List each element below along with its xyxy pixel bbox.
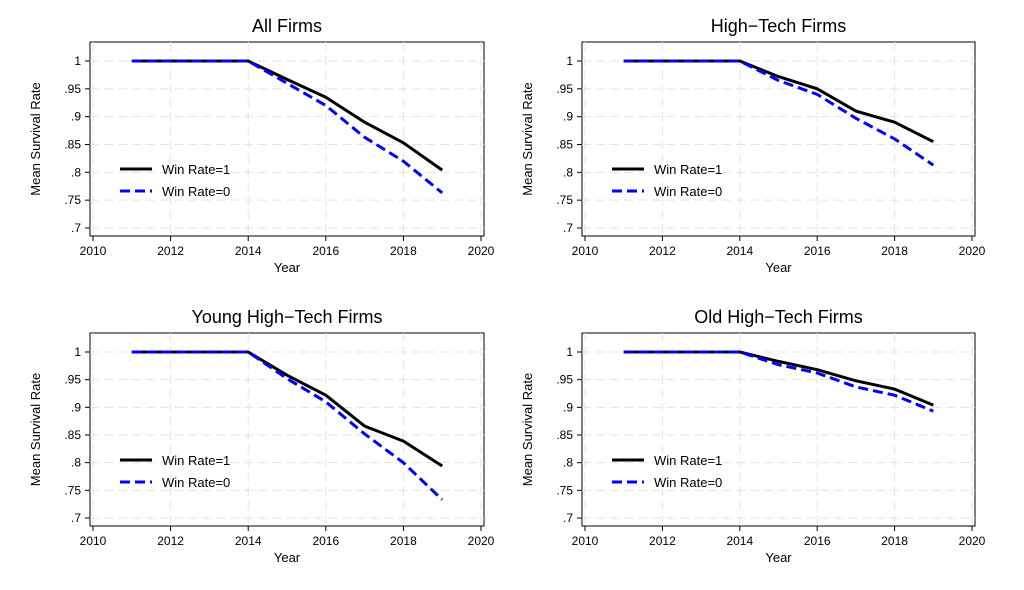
panel-title: Old High−Tech Firms (694, 307, 863, 327)
chart-panel-3: 2010 2012 2014 2016 2018 2020 1 .95 .9 .85 .8 .75 .7… (28, 307, 495, 565)
y-tick-label: .8 (563, 456, 573, 470)
x-axis-label: Year (765, 260, 792, 275)
x-tick-label: 2016 (312, 244, 339, 258)
x-tick-label: 2012 (157, 534, 184, 548)
x-tick-label: 2020 (959, 534, 986, 548)
y-tick-label: 1 (566, 54, 573, 68)
legend-label-1: Win Rate=1 (654, 453, 722, 468)
y-tick-label: .85 (64, 428, 81, 442)
y-tick-label: .8 (71, 456, 81, 470)
y-tick-label: .95 (556, 373, 573, 387)
y-axis-label: Mean Survival Rate (28, 82, 43, 195)
x-tick-label: 2012 (649, 244, 676, 258)
chart-panel-1: 2010 2012 2014 2016 2018 2020 1 .95 .9 .85 .8 .75 .7… (28, 16, 495, 275)
x-tick-label: 2010 (572, 534, 599, 548)
x-tick-label: 2018 (390, 244, 417, 258)
y-tick-label: .7 (71, 221, 81, 235)
plot-frame (89, 332, 485, 527)
legend-label-1: Win Rate=1 (162, 162, 230, 177)
x-tick-label: 2010 (572, 244, 599, 258)
x-tick-label: 2012 (157, 244, 184, 258)
y-tick-label: .95 (556, 82, 573, 96)
x-tick-label: 2016 (312, 534, 339, 548)
x-tick-label: 2020 (959, 244, 986, 258)
x-tick-label: 2012 (649, 534, 676, 548)
y-tick-label: .75 (64, 193, 81, 207)
y-tick-label: .8 (563, 165, 573, 179)
y-tick-label: .8 (71, 165, 81, 179)
x-tick-label: 2020 (468, 534, 495, 548)
plot-frame (89, 41, 485, 237)
x-axis-label: Year (765, 550, 792, 565)
series-line-2 (131, 350, 444, 501)
x-tick-label: 2014 (726, 244, 753, 258)
x-tick-label: 2014 (235, 534, 262, 548)
y-tick-label: .7 (563, 511, 573, 525)
x-axis-label: Year (274, 550, 301, 565)
y-tick-label: .7 (71, 511, 81, 525)
x-tick-label: 2016 (804, 534, 831, 548)
y-axis-label: Mean Survival Rate (28, 373, 43, 486)
panel-title: High−Tech Firms (711, 16, 847, 36)
y-axis-label: Mean Survival Rate (520, 82, 535, 195)
chart-panel-4: 2010 2012 2014 2016 2018 2020 1 .95 .9 .85 .8 .75 .7… (520, 307, 986, 565)
y-tick-label: 1 (566, 345, 573, 359)
x-tick-label: 2018 (390, 534, 417, 548)
legend-label-1: Win Rate=1 (162, 453, 230, 468)
y-tick-label: .85 (556, 428, 573, 442)
y-tick-label: .9 (563, 110, 573, 124)
series-line-2 (623, 350, 934, 413)
x-tick-label: 2010 (80, 534, 107, 548)
x-tick-label: 2016 (804, 244, 831, 258)
y-tick-label: .9 (71, 400, 81, 414)
chart-panel-2: 2010 2012 2014 2016 2018 2020 1 .95 .9 .85 .8 .75 .7… (520, 16, 986, 275)
y-tick-label: .75 (556, 193, 573, 207)
y-axis-label: Mean Survival Rate (520, 373, 535, 486)
panel-title: All Firms (252, 16, 322, 36)
legend-label-1: Win Rate=1 (654, 162, 722, 177)
x-tick-label: 2018 (881, 534, 908, 548)
y-tick-label: 1 (74, 345, 81, 359)
legend-label-2: Win Rate=0 (162, 184, 230, 199)
y-tick-label: 1 (74, 54, 81, 68)
panel-title: Young High−Tech Firms (192, 307, 383, 327)
y-tick-label: .85 (64, 138, 81, 152)
y-tick-label: .75 (64, 483, 81, 497)
y-tick-label: .95 (64, 82, 81, 96)
y-tick-label: .95 (64, 373, 81, 387)
x-tick-label: 2020 (468, 244, 495, 258)
y-tick-label: .9 (71, 110, 81, 124)
legend-label-2: Win Rate=0 (162, 475, 230, 490)
x-tick-label: 2010 (80, 244, 107, 258)
y-tick-label: .85 (556, 138, 573, 152)
plot-frame (581, 41, 976, 237)
x-axis-label: Year (274, 260, 301, 275)
x-tick-label: 2014 (726, 534, 753, 548)
y-tick-label: .9 (563, 400, 573, 414)
y-tick-label: .7 (563, 221, 573, 235)
x-tick-label: 2018 (881, 244, 908, 258)
y-tick-label: .75 (556, 483, 573, 497)
legend-label-2: Win Rate=0 (654, 475, 722, 490)
series-line-2 (131, 59, 444, 195)
series-line-2 (623, 59, 935, 167)
legend-label-2: Win Rate=0 (654, 184, 722, 199)
x-tick-label: 2014 (235, 244, 262, 258)
